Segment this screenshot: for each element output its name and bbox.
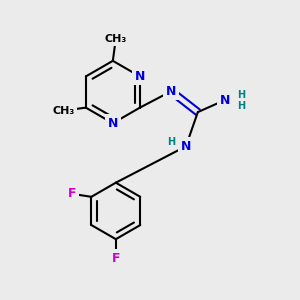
Text: N: N (219, 94, 230, 107)
Text: H: H (237, 90, 245, 100)
Text: CH₃: CH₃ (105, 34, 127, 44)
Text: N: N (108, 117, 118, 130)
Text: H: H (237, 100, 245, 111)
Text: CH₃: CH₃ (52, 106, 75, 116)
Text: F: F (112, 252, 120, 265)
Text: N: N (181, 140, 191, 153)
Text: H: H (167, 137, 175, 147)
Text: N: N (135, 70, 145, 83)
Text: N: N (166, 85, 176, 98)
Text: F: F (68, 187, 76, 200)
